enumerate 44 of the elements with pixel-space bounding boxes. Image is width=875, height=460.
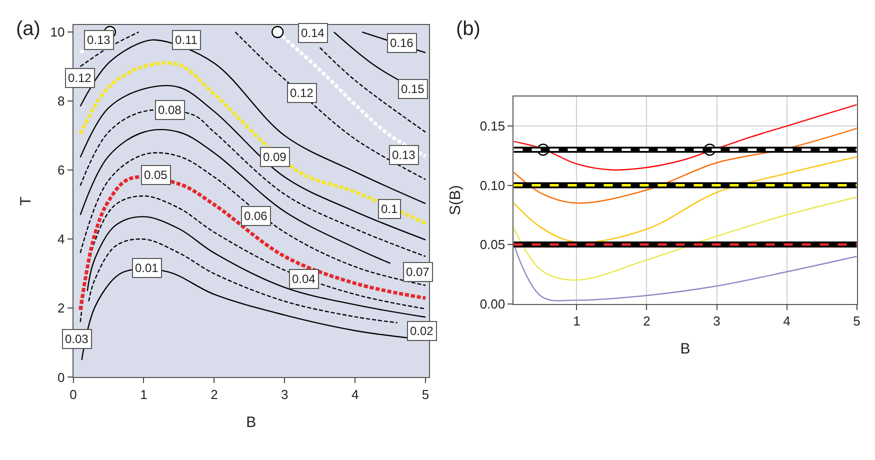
annotation: 0.06 (244, 209, 268, 223)
annotation: 0.01 (135, 261, 159, 275)
y-tick-label: 0.15 (480, 118, 506, 134)
annotation: 0.13 (87, 33, 111, 47)
annotation: 0.15 (401, 82, 425, 96)
y-tick-label: 4 (57, 232, 65, 247)
x-tick-label: 4 (351, 386, 359, 402)
x-axis-title: B (246, 414, 256, 431)
annotation: 0.11 (175, 33, 198, 47)
annotation: 0.1 (381, 202, 398, 216)
x-tick-label: 3 (713, 313, 720, 328)
x-tick-label: 2 (210, 386, 218, 402)
y-tick-label: 10 (50, 24, 65, 40)
y-tick-label: 0.00 (480, 296, 506, 312)
annotation: 0.07 (406, 265, 430, 279)
x-tick-label: 5 (422, 386, 430, 402)
annotation: 0.03 (65, 332, 89, 346)
annotation: 0.04 (292, 272, 316, 286)
y-tick-label: 0.10 (480, 178, 506, 193)
text: (b) (456, 18, 480, 40)
x-tick-label: 5 (853, 313, 860, 328)
y-tick-label: 0 (57, 370, 65, 385)
y-axis-title: S(B) (447, 185, 464, 216)
x-tick-label: 3 (281, 386, 288, 402)
y-tick-label: 2 (57, 300, 65, 316)
x-axis-title: B (680, 340, 690, 358)
y-tick-label: 8 (57, 94, 65, 109)
annotation: 0.02 (410, 324, 434, 338)
x-tick-label: 0 (70, 386, 77, 402)
x-tick-label: 4 (783, 313, 790, 328)
annotation: 0.08 (158, 103, 182, 117)
x-tick-label: 1 (140, 386, 148, 402)
annotation: 0.09 (263, 150, 287, 164)
y-tick-label: 0.05 (480, 237, 506, 252)
x-tick-label: 1 (573, 313, 580, 328)
y-axis-title: T (17, 196, 34, 206)
text: (a) (16, 18, 40, 40)
annotation: 0.12 (68, 71, 92, 85)
annotation: 0.14 (301, 26, 325, 40)
annotation: 0.16 (390, 36, 414, 50)
annotation: 0.05 (144, 168, 168, 182)
x-tick-label: 2 (643, 313, 650, 328)
annotation: 0.13 (392, 148, 416, 162)
y-tick-label: 6 (57, 162, 65, 178)
